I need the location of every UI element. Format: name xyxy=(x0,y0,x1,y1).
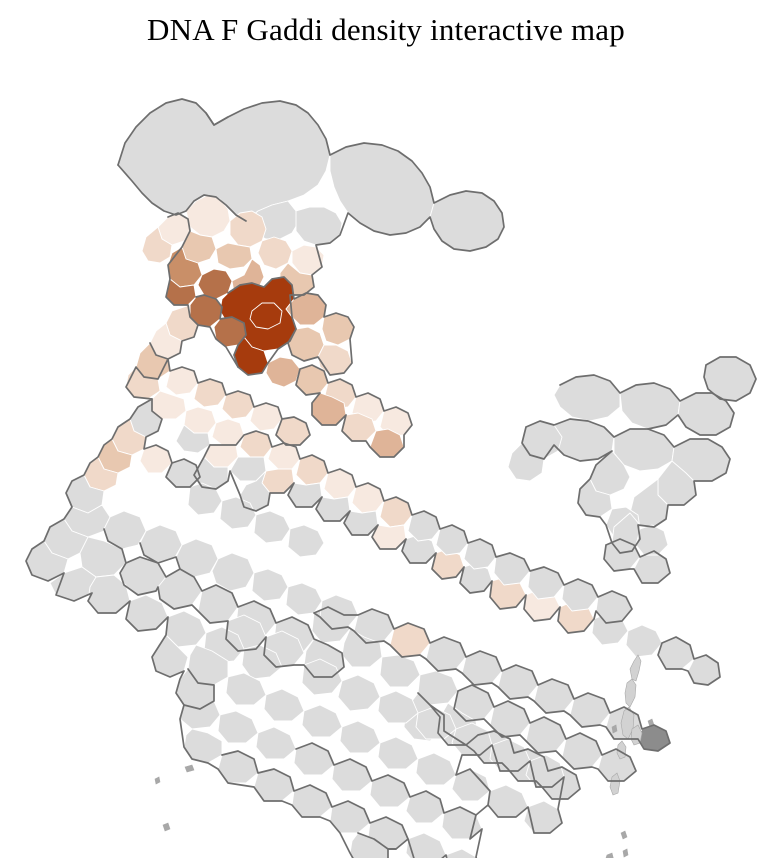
district-layer[interactable] xyxy=(25,98,757,858)
india-district-map[interactable] xyxy=(0,55,772,858)
page-title: DNA F Gaddi density interactive map xyxy=(147,12,625,47)
state-border-layer xyxy=(25,98,757,858)
